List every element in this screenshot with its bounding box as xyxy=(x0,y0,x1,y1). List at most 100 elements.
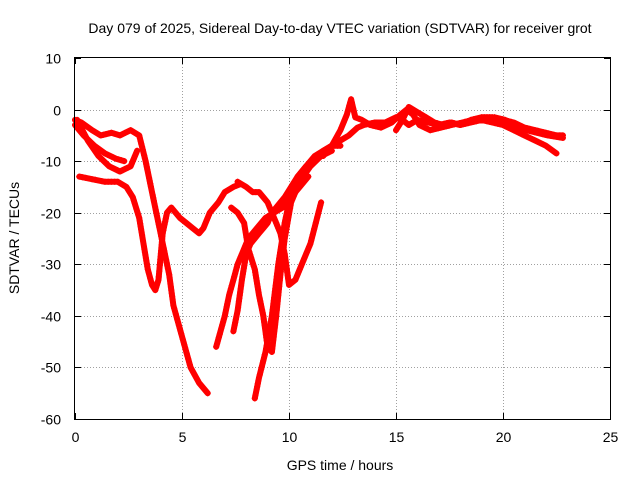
data-point-marker xyxy=(172,311,179,317)
data-point-marker xyxy=(213,343,220,350)
data-point-marker xyxy=(182,347,189,354)
axis-ticks: 0 5 10 15 20 25 10 0 -10 -20 -30 -40 -50 -60 xyxy=(41,51,619,446)
series-track xyxy=(251,114,560,402)
data-point-marker xyxy=(121,158,128,165)
data-point-marker xyxy=(462,119,469,126)
data-point-marker xyxy=(139,146,146,153)
data-point-marker xyxy=(518,131,525,138)
data-point-marker xyxy=(250,263,257,270)
x-tick-label: 25 xyxy=(603,429,619,445)
data-point-marker xyxy=(256,374,262,381)
data-point-marker xyxy=(344,108,351,115)
data-point-marker xyxy=(258,366,265,373)
y-tick-label: 0 xyxy=(53,103,61,119)
data-point-marker xyxy=(380,123,387,130)
data-point-marker xyxy=(178,330,185,337)
data-point-marker xyxy=(303,249,310,256)
data-point-marker xyxy=(230,183,237,190)
data-point-marker xyxy=(232,267,239,274)
data-point-marker xyxy=(448,119,455,126)
data-point-marker xyxy=(182,344,189,351)
data-point-marker xyxy=(131,200,138,207)
data-point-marker xyxy=(185,356,192,362)
data-point-marker xyxy=(174,316,181,323)
data-point-marker xyxy=(111,165,118,172)
data-point-marker xyxy=(226,289,233,296)
data-point-marker xyxy=(259,360,266,367)
data-point-marker xyxy=(108,164,115,171)
data-point-marker xyxy=(130,197,137,204)
data-point-marker xyxy=(176,325,183,331)
data-point-marker xyxy=(144,266,151,273)
data-point-marker xyxy=(138,141,145,147)
data-point-marker xyxy=(524,133,531,140)
data-point-marker xyxy=(357,123,364,130)
data-point-marker xyxy=(218,325,225,332)
data-point-marker xyxy=(311,225,318,232)
data-point-marker xyxy=(104,151,111,158)
data-point-marker xyxy=(489,114,496,121)
data-point-marker xyxy=(230,276,237,283)
data-point-marker xyxy=(115,156,122,163)
data-point-marker xyxy=(350,108,357,115)
data-point-marker xyxy=(386,120,392,127)
data-point-marker xyxy=(400,114,407,121)
data-point-marker xyxy=(302,252,309,259)
data-point-marker xyxy=(135,211,142,218)
data-point-marker xyxy=(129,194,136,201)
data-point-marker xyxy=(224,301,231,308)
data-point-marker xyxy=(258,363,265,370)
plot-area-border xyxy=(74,57,611,420)
data-point-marker xyxy=(177,327,184,334)
data-point-marker xyxy=(108,129,115,136)
data-points xyxy=(72,96,566,402)
data-point-marker xyxy=(475,115,482,121)
data-point-marker xyxy=(305,173,312,180)
data-point-marker xyxy=(148,278,155,285)
data-point-marker xyxy=(249,257,255,264)
data-point-marker xyxy=(355,115,362,122)
x-tick-label: 10 xyxy=(282,429,298,445)
data-series xyxy=(251,114,560,402)
data-point-marker xyxy=(184,353,191,360)
data-point-marker xyxy=(298,261,305,268)
data-point-marker xyxy=(256,371,263,378)
data-point-marker xyxy=(220,316,227,322)
data-point-marker xyxy=(454,121,461,128)
data-point-marker xyxy=(421,124,428,131)
x-tick-label: 5 xyxy=(179,429,187,445)
data-point-marker xyxy=(312,223,318,229)
data-point-marker xyxy=(316,205,323,212)
data-point-marker xyxy=(159,230,166,237)
data-point-marker xyxy=(179,333,185,340)
data-point-marker xyxy=(343,111,350,118)
x-tick-label: 0 xyxy=(72,429,80,445)
data-point-marker xyxy=(141,155,148,162)
data-point-marker xyxy=(214,340,221,347)
data-point-marker xyxy=(465,118,472,125)
data-point-marker xyxy=(305,246,311,253)
data-point-marker xyxy=(249,260,256,267)
y-tick-label: -50 xyxy=(41,360,61,376)
data-point-marker xyxy=(526,134,533,141)
data-point-marker xyxy=(457,122,464,128)
data-point-marker xyxy=(467,116,474,123)
data-point-marker xyxy=(248,254,255,261)
data-point-marker xyxy=(119,131,126,138)
data-point-marker xyxy=(510,119,517,126)
data-point-marker xyxy=(378,124,384,131)
data-point-marker xyxy=(149,189,155,196)
data-point-marker xyxy=(310,228,317,235)
chart-title: Day 079 of 2025, Sidereal Day-to-day VTE… xyxy=(88,20,591,36)
data-series xyxy=(74,116,141,175)
data-point-marker xyxy=(133,206,140,212)
data-point-marker xyxy=(98,178,105,185)
data-point-marker xyxy=(440,122,447,128)
data-point-marker xyxy=(226,292,233,299)
data-point-marker xyxy=(317,202,324,209)
x-tick-label: 20 xyxy=(496,429,512,445)
data-point-marker xyxy=(175,322,182,329)
data-point-marker xyxy=(518,123,525,130)
data-point-marker xyxy=(215,337,221,344)
data-point-marker xyxy=(233,264,240,271)
